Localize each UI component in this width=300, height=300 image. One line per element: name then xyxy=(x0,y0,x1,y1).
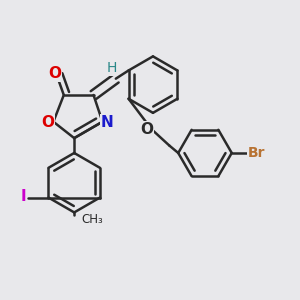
Text: Br: Br xyxy=(248,146,266,160)
Text: H: H xyxy=(106,61,116,75)
Text: N: N xyxy=(100,115,113,130)
Text: O: O xyxy=(140,122,154,137)
Text: O: O xyxy=(41,115,54,130)
Text: I: I xyxy=(20,190,26,205)
Text: O: O xyxy=(48,66,62,81)
Text: CH₃: CH₃ xyxy=(82,213,104,226)
